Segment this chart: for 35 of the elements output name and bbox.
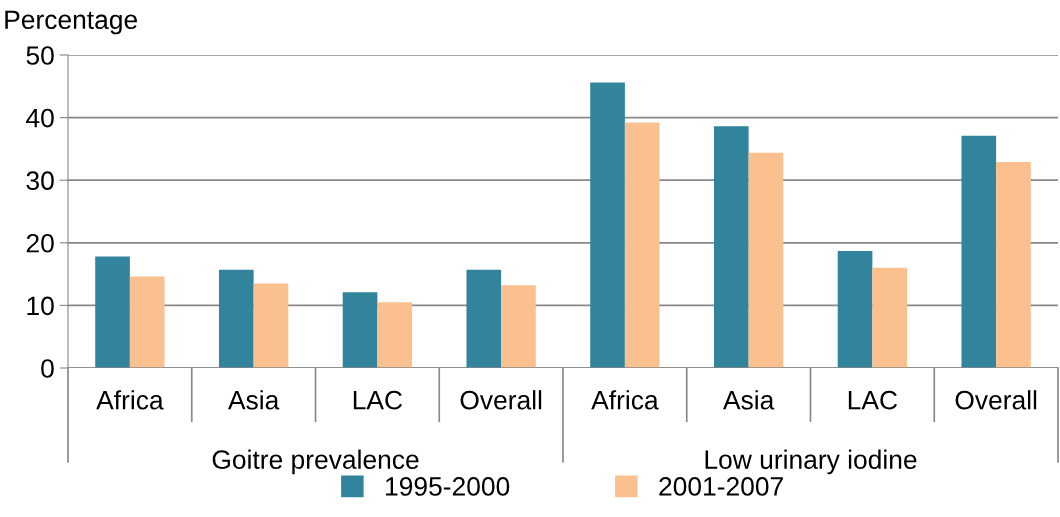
bar: [95, 256, 130, 368]
y-tick-label: 50: [26, 46, 54, 65]
bar: [466, 269, 502, 368]
text: Low urinary iodine: [705, 449, 917, 475]
bar: [253, 283, 289, 368]
bar: [377, 302, 413, 368]
bar: [501, 285, 536, 368]
bar: [218, 269, 254, 368]
bar: [129, 276, 165, 368]
y-axis-title: Percentage: [5, 10, 137, 35]
bar: [342, 292, 378, 368]
bar: [748, 152, 784, 368]
x-tick-label: Asia: [723, 390, 775, 410]
x-tick-label: Overall: [460, 390, 542, 410]
x-tick-label: Africa: [96, 390, 164, 410]
y-tick-label: 20: [26, 233, 54, 253]
x-tick-label: LAC: [848, 390, 898, 410]
y-tick-label: 30: [26, 171, 54, 191]
legend-label: 1995-2000: [386, 477, 510, 496]
bar: [590, 82, 625, 368]
x-tick-label: Africa: [591, 390, 659, 410]
y-tick-label: 0: [41, 359, 54, 378]
x-tick-label: LAC: [353, 390, 403, 410]
text: Goitre prevalence: [212, 449, 419, 475]
x-tick-label: Overall: [955, 390, 1037, 410]
y-tick-label: 40: [26, 108, 54, 128]
legend-label: 2001-2007: [659, 477, 783, 496]
bar: [872, 267, 908, 368]
bar: [713, 126, 749, 368]
bar: [837, 250, 873, 368]
y-tick-label: 10: [27, 296, 54, 316]
bar: [961, 135, 997, 368]
bar: [624, 122, 660, 368]
bar: [996, 162, 1031, 368]
x-tick-label: Asia: [228, 390, 280, 410]
